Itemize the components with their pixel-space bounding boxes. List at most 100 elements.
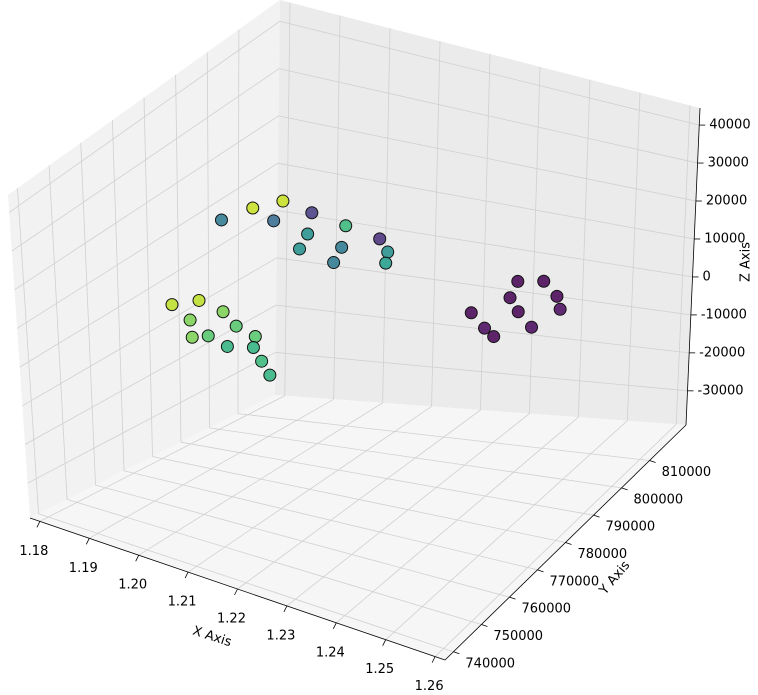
grid-line [48, 165, 68, 500]
z-axis-label: Z Axis [739, 242, 754, 282]
x-tick-label: 1.22 [217, 612, 246, 627]
x-tick-label: 1.24 [316, 645, 345, 660]
x-tick-label: 1.20 [118, 578, 147, 593]
point [229, 319, 243, 333]
point [537, 274, 551, 288]
y-tick-label: 770000 [549, 574, 599, 589]
grid-line [8, 20, 280, 213]
y-tick-label: 790000 [606, 520, 656, 535]
point [379, 256, 393, 270]
x-tick-label: 1.18 [19, 544, 48, 559]
point [183, 313, 197, 327]
point [263, 368, 277, 382]
point [246, 340, 260, 354]
grid-line [382, 28, 391, 403]
point [327, 256, 341, 270]
grid-line [11, 68, 280, 252]
grid-line [22, 257, 277, 407]
point [381, 245, 395, 259]
y-tick [621, 487, 628, 491]
grid-line [237, 29, 240, 414]
y-tick [453, 651, 460, 655]
y-tick-label: 740000 [465, 656, 515, 671]
z-tick-label: 30000 [708, 156, 749, 171]
point [511, 305, 525, 319]
grid-line [577, 79, 591, 418]
point [464, 306, 478, 320]
grid-line [529, 66, 541, 414]
y-tick [593, 514, 600, 518]
grid-line [19, 210, 278, 368]
grid-line [152, 456, 566, 543]
y-tick [537, 569, 544, 573]
z-tick-label: -30000 [698, 383, 744, 398]
floor-pane [30, 395, 686, 660]
y-axis-label: Y Axis [596, 558, 633, 598]
z-tick-label: 10000 [704, 231, 745, 246]
x-tick [283, 605, 288, 613]
x-tick [382, 639, 387, 646]
point [503, 291, 517, 305]
point [487, 330, 501, 344]
y-tick-label: 750000 [493, 629, 543, 644]
grid-line [675, 105, 691, 425]
point [220, 339, 234, 353]
point [478, 321, 492, 335]
x-tick [184, 571, 189, 579]
x-tick-label: 1.25 [365, 662, 394, 677]
grid-line [279, 20, 700, 126]
y-tick-label: 780000 [578, 547, 628, 562]
point [216, 305, 230, 319]
point [553, 302, 567, 316]
x-tick [36, 521, 41, 528]
point [248, 330, 262, 344]
left-pane [8, 0, 280, 518]
y-tick [565, 542, 572, 545]
grid-line [431, 41, 441, 407]
point [511, 274, 525, 288]
point [305, 206, 319, 220]
grid-line [143, 97, 153, 457]
grid-line [209, 427, 622, 489]
z-tick-label: -10000 [701, 307, 747, 322]
grid-line [27, 352, 276, 484]
axis-line [444, 424, 687, 661]
x-tick [431, 656, 436, 663]
x-tick-label: 1.26 [415, 679, 444, 694]
grid-line [14, 115, 279, 291]
y-tick [481, 624, 488, 627]
axis-line [685, 107, 701, 426]
point [339, 219, 353, 233]
grid-line [626, 92, 641, 421]
point [201, 329, 215, 343]
point [301, 227, 315, 241]
y-tick-label: 760000 [521, 602, 571, 617]
grid-line [66, 499, 482, 625]
point [192, 293, 206, 307]
grid-line [180, 441, 594, 516]
grid-line [95, 484, 510, 598]
x-tick [135, 555, 140, 562]
grid-line [123, 470, 538, 571]
grid-line [237, 413, 650, 461]
x-axis-label: X Axis [191, 624, 234, 651]
x-tick-label: 1.21 [168, 595, 197, 610]
z-tick-label: 40000 [709, 118, 750, 133]
z-tick-label: -20000 [699, 345, 745, 360]
point [373, 232, 387, 246]
point [276, 194, 290, 208]
grid-line [38, 513, 454, 653]
axis-line [29, 517, 446, 661]
grid-line [480, 53, 491, 411]
point [255, 354, 269, 368]
point [293, 242, 307, 256]
z-tick-label: 0 [703, 269, 711, 284]
y-tick-label: 810000 [662, 465, 712, 480]
y-tick-label: 800000 [634, 492, 684, 507]
grid-line [276, 257, 691, 316]
x-tick [332, 622, 337, 629]
y-tick [649, 460, 656, 463]
grid-line [16, 162, 279, 329]
x-tick [85, 538, 90, 545]
